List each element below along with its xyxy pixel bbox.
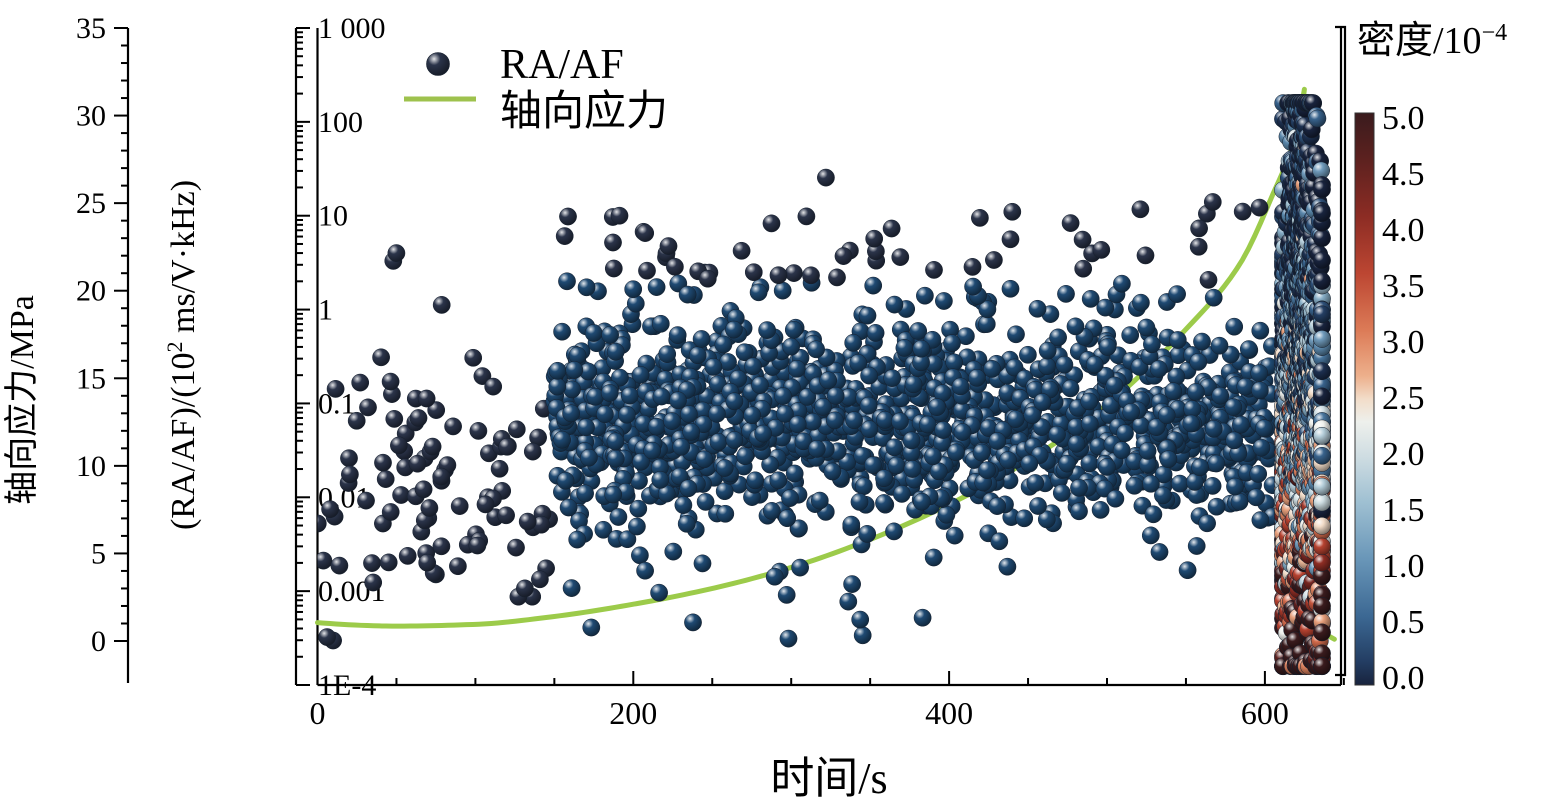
svg-text:0: 0 xyxy=(310,695,326,731)
svg-text:0.5: 0.5 xyxy=(1382,604,1425,641)
svg-text:600: 600 xyxy=(1241,695,1289,731)
svg-text:4.5: 4.5 xyxy=(1382,156,1425,193)
svg-text:30: 30 xyxy=(76,100,106,133)
svg-text:100: 100 xyxy=(318,106,363,139)
svg-text:1.5: 1.5 xyxy=(1382,492,1425,529)
svg-text:1.0: 1.0 xyxy=(1382,548,1425,585)
svg-text:5.0: 5.0 xyxy=(1382,100,1425,137)
svg-text:时间/s: 时间/s xyxy=(770,754,887,803)
svg-text:1E-4: 1E-4 xyxy=(318,669,376,702)
svg-text:1: 1 xyxy=(318,294,333,327)
svg-text:RA/AF: RA/AF xyxy=(500,42,624,88)
svg-text:轴向应力: 轴向应力 xyxy=(500,88,668,135)
svg-text:400: 400 xyxy=(925,695,973,731)
svg-text:0: 0 xyxy=(91,625,106,658)
svg-text:轴向应力/MPa: 轴向应力/MPa xyxy=(3,295,41,505)
svg-text:5: 5 xyxy=(91,537,106,570)
svg-text:4.0: 4.0 xyxy=(1382,212,1425,249)
svg-text:1 000: 1 000 xyxy=(318,12,386,45)
svg-text:10: 10 xyxy=(76,450,106,483)
svg-text:0.0: 0.0 xyxy=(1382,660,1425,697)
svg-text:3.5: 3.5 xyxy=(1382,268,1425,305)
svg-text:20: 20 xyxy=(76,275,106,308)
svg-text:35: 35 xyxy=(76,12,106,45)
svg-text:200: 200 xyxy=(609,695,657,731)
svg-text:(RA/AF)/(102 ms/V·kHz): (RA/AF)/(102 ms/V·kHz) xyxy=(162,180,203,530)
svg-text:10: 10 xyxy=(318,200,348,233)
svg-text:2.0: 2.0 xyxy=(1382,436,1425,473)
svg-text:15: 15 xyxy=(76,362,106,395)
svg-text:25: 25 xyxy=(76,187,106,220)
svg-text:2.5: 2.5 xyxy=(1382,380,1425,417)
svg-text:3.0: 3.0 xyxy=(1382,324,1425,361)
